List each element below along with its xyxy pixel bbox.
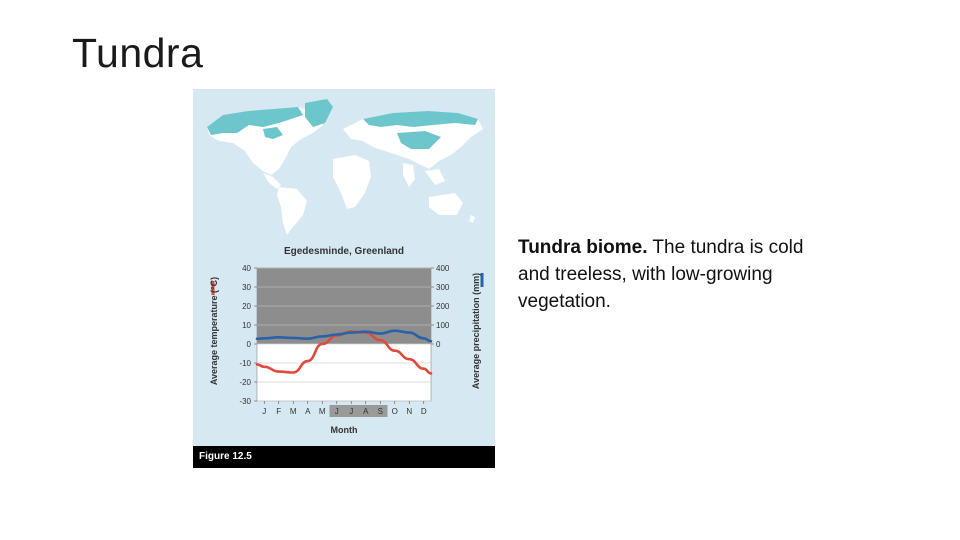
- x-tick-label: J: [349, 407, 353, 416]
- y-tick-label-left: 20: [242, 302, 251, 311]
- slide-title: Tundra: [72, 30, 204, 76]
- x-tick-label: J: [262, 407, 266, 416]
- y-tick-label-right: 300: [436, 283, 450, 292]
- description-rest: The tundra is cold and treeless, with lo…: [518, 237, 804, 312]
- x-tick-label: F: [276, 407, 281, 416]
- chart-title: Egedesminde, Greenland: [284, 246, 404, 257]
- world-map: [207, 99, 483, 235]
- x-tick-label: M: [319, 407, 326, 416]
- x-tick-label: A: [305, 407, 311, 416]
- y-tick-label-left: 0: [247, 340, 252, 349]
- slide-description: Tundra biome. The tundra is cold and tre…: [518, 234, 808, 315]
- y-tick-label-left: -10: [239, 359, 251, 368]
- x-tick-label: D: [421, 407, 427, 416]
- map-na-tundra-2: [263, 127, 283, 139]
- y-tick-label-left: 10: [242, 321, 251, 330]
- map-new-zealand: [469, 215, 475, 223]
- figure-panel: Egedesminde, Greenland 40 30 20 10 0 -10 -20 -3…: [193, 89, 495, 468]
- y-axis-label-left: Average temperature (°C): [209, 277, 219, 385]
- y-tick-label-left: 30: [242, 283, 251, 292]
- x-axis-label: Month: [331, 425, 358, 435]
- map-south-america: [277, 187, 307, 235]
- map-africa: [333, 155, 371, 209]
- map-na-tundra: [207, 107, 303, 135]
- x-tick-label: J: [335, 407, 339, 416]
- figure-caption-bar: Figure 12.5: [193, 446, 495, 468]
- description-bold: Tundra biome.: [518, 237, 648, 258]
- y-tick-label-left: -20: [239, 378, 251, 387]
- y-tick-label-left: 40: [242, 264, 251, 273]
- y-tick-label-right: 100: [436, 321, 450, 330]
- x-tick-label: A: [363, 407, 369, 416]
- y-tick-label-right: 0: [436, 340, 441, 349]
- x-tick-label: O: [392, 407, 398, 416]
- y-axis-label-right: Average precipitation (mm): [471, 273, 481, 389]
- y-tick-label-right: 200: [436, 302, 450, 311]
- map-central-america: [263, 173, 281, 189]
- map-eurasia-tundra-2: [397, 131, 441, 149]
- x-tick-label: N: [406, 407, 412, 416]
- growing-season-highlight: [329, 405, 388, 417]
- y-tick-label-right: 400: [436, 264, 450, 273]
- map-greenland: [305, 99, 333, 127]
- precipitation-line: [255, 329, 433, 343]
- x-tick-label: M: [290, 407, 297, 416]
- map-australia: [429, 193, 463, 215]
- climate-chart: Egedesminde, Greenland 403020100-10-20-3…: [209, 246, 484, 435]
- map-eurasia-tundra: [363, 111, 478, 127]
- map-se-asia: [425, 169, 445, 185]
- map-india: [403, 163, 415, 187]
- y-tick-label-left: -30: [239, 397, 251, 406]
- x-tick-label: S: [378, 407, 383, 416]
- figure-caption: Figure 12.5: [199, 451, 252, 462]
